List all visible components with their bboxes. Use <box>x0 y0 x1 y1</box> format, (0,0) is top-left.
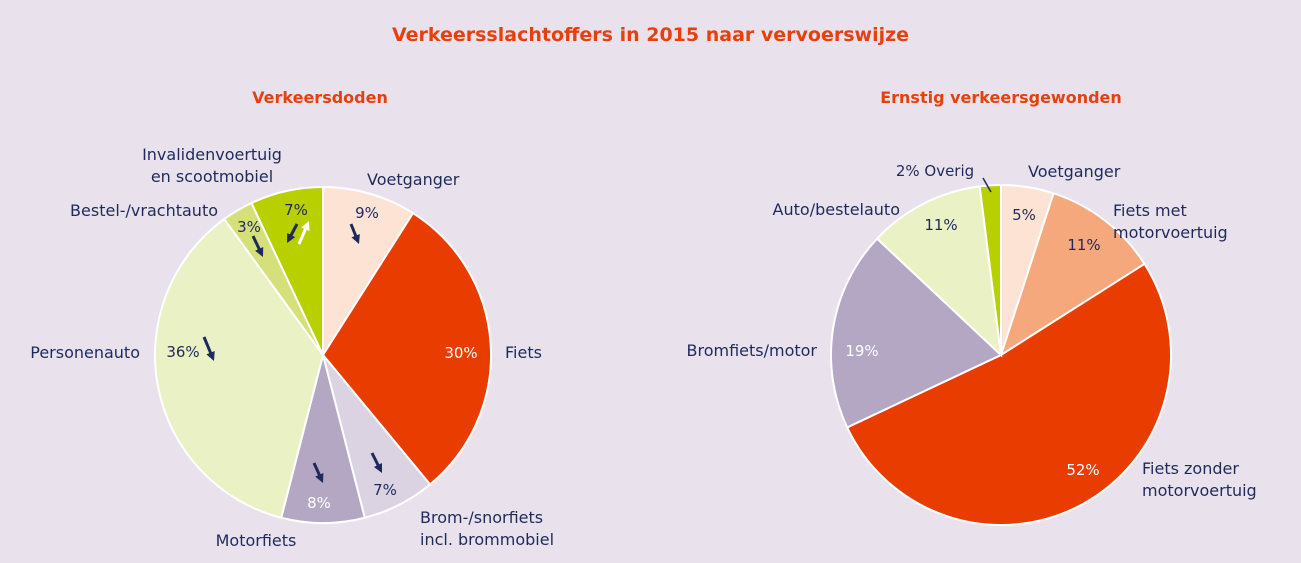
pie-2-pct-label-2: 11% <box>1067 236 1100 254</box>
pie-1-slice-label-3: Brom-/snorfiets incl. brommobiel <box>420 508 554 549</box>
pie-1-slice-label-5: Personenauto <box>30 343 140 362</box>
pie-1-trend-arrow-7-2-head <box>301 221 310 232</box>
pie-2-slice-label-2: Fiets met motorvoertuig <box>1113 201 1228 242</box>
pie-2-slice-label-5: Auto/bestelauto <box>773 200 900 219</box>
pie-1-trend-arrow-6-1-head <box>255 246 264 257</box>
pie-1-pct-label-6: 3% <box>237 218 261 236</box>
pie-1-trend-arrow-7-1-head <box>287 232 296 243</box>
pie-1-trend-arrow-1-1-head <box>351 233 360 244</box>
pie-1-pct-label-3: 7% <box>373 481 397 499</box>
pie-2-slice-label-1: Voetganger <box>1028 162 1121 181</box>
pie-1-trend-arrow-3-1-head <box>373 462 382 473</box>
pie-1-pct-label-5: 36% <box>166 343 199 361</box>
pie-1-slice-label-6: Bestel-/vrachtauto <box>70 201 218 220</box>
pie-1-slice-label-4: Motorfiets <box>216 531 297 550</box>
pie-1-trend-arrow-4-1-head <box>315 472 324 483</box>
pie-1-trend-arrow-5-1-head <box>206 350 215 361</box>
pie-2-slice-3 <box>845 262 1172 526</box>
pie-1-slice-label-7: Invalidenvoertuig en scootmobiel <box>142 145 282 186</box>
pie-1-slice-label-1: Voetganger <box>367 170 460 189</box>
pie-1-slice-label-2: Fiets <box>505 343 542 362</box>
pie-2-slice-4 <box>830 237 1003 429</box>
pie-2-slice-label-3: Fiets zonder motorvoertuig <box>1142 459 1257 500</box>
pie-2-pct-label-3: 52% <box>1066 461 1099 479</box>
overig-leader-line <box>982 177 992 193</box>
pie-1-pct-label-2: 30% <box>444 344 477 362</box>
pie-1-slice-5 <box>154 217 325 519</box>
pie-1-slice-1 <box>322 185 415 359</box>
pie-2-title: Ernstig verkeersgewonden <box>880 88 1122 107</box>
pie-1-trend-arrow-5-1-shaft <box>202 336 214 357</box>
pie-2-pct-label-6: 2% Overig <box>896 162 974 180</box>
pie-2-slice-2 <box>999 192 1146 358</box>
pie-1-pct-label-7: 7% <box>284 201 308 219</box>
pie-1-pct-label-4: 8% <box>307 494 331 512</box>
pie-2-slice-label-4: Bromfiets/motor <box>686 341 817 360</box>
pie-1-title: Verkeersdoden <box>252 88 388 107</box>
pie-2-slice-5 <box>875 185 1003 358</box>
pie-2-pct-label-5: 11% <box>924 216 957 234</box>
pie-1-trend-arrow-7-2-shaft <box>297 225 308 245</box>
pie-2-pct-label-1: 5% <box>1012 206 1036 224</box>
pie-1-slice-2 <box>321 211 493 486</box>
chart-title: Verkeersslachtoffers in 2015 naar vervoe… <box>391 24 910 46</box>
pie-1-pct-label-1: 9% <box>355 204 379 222</box>
pie-2-slice-6 <box>978 183 1002 356</box>
pie-2-pct-label-4: 19% <box>845 342 878 360</box>
